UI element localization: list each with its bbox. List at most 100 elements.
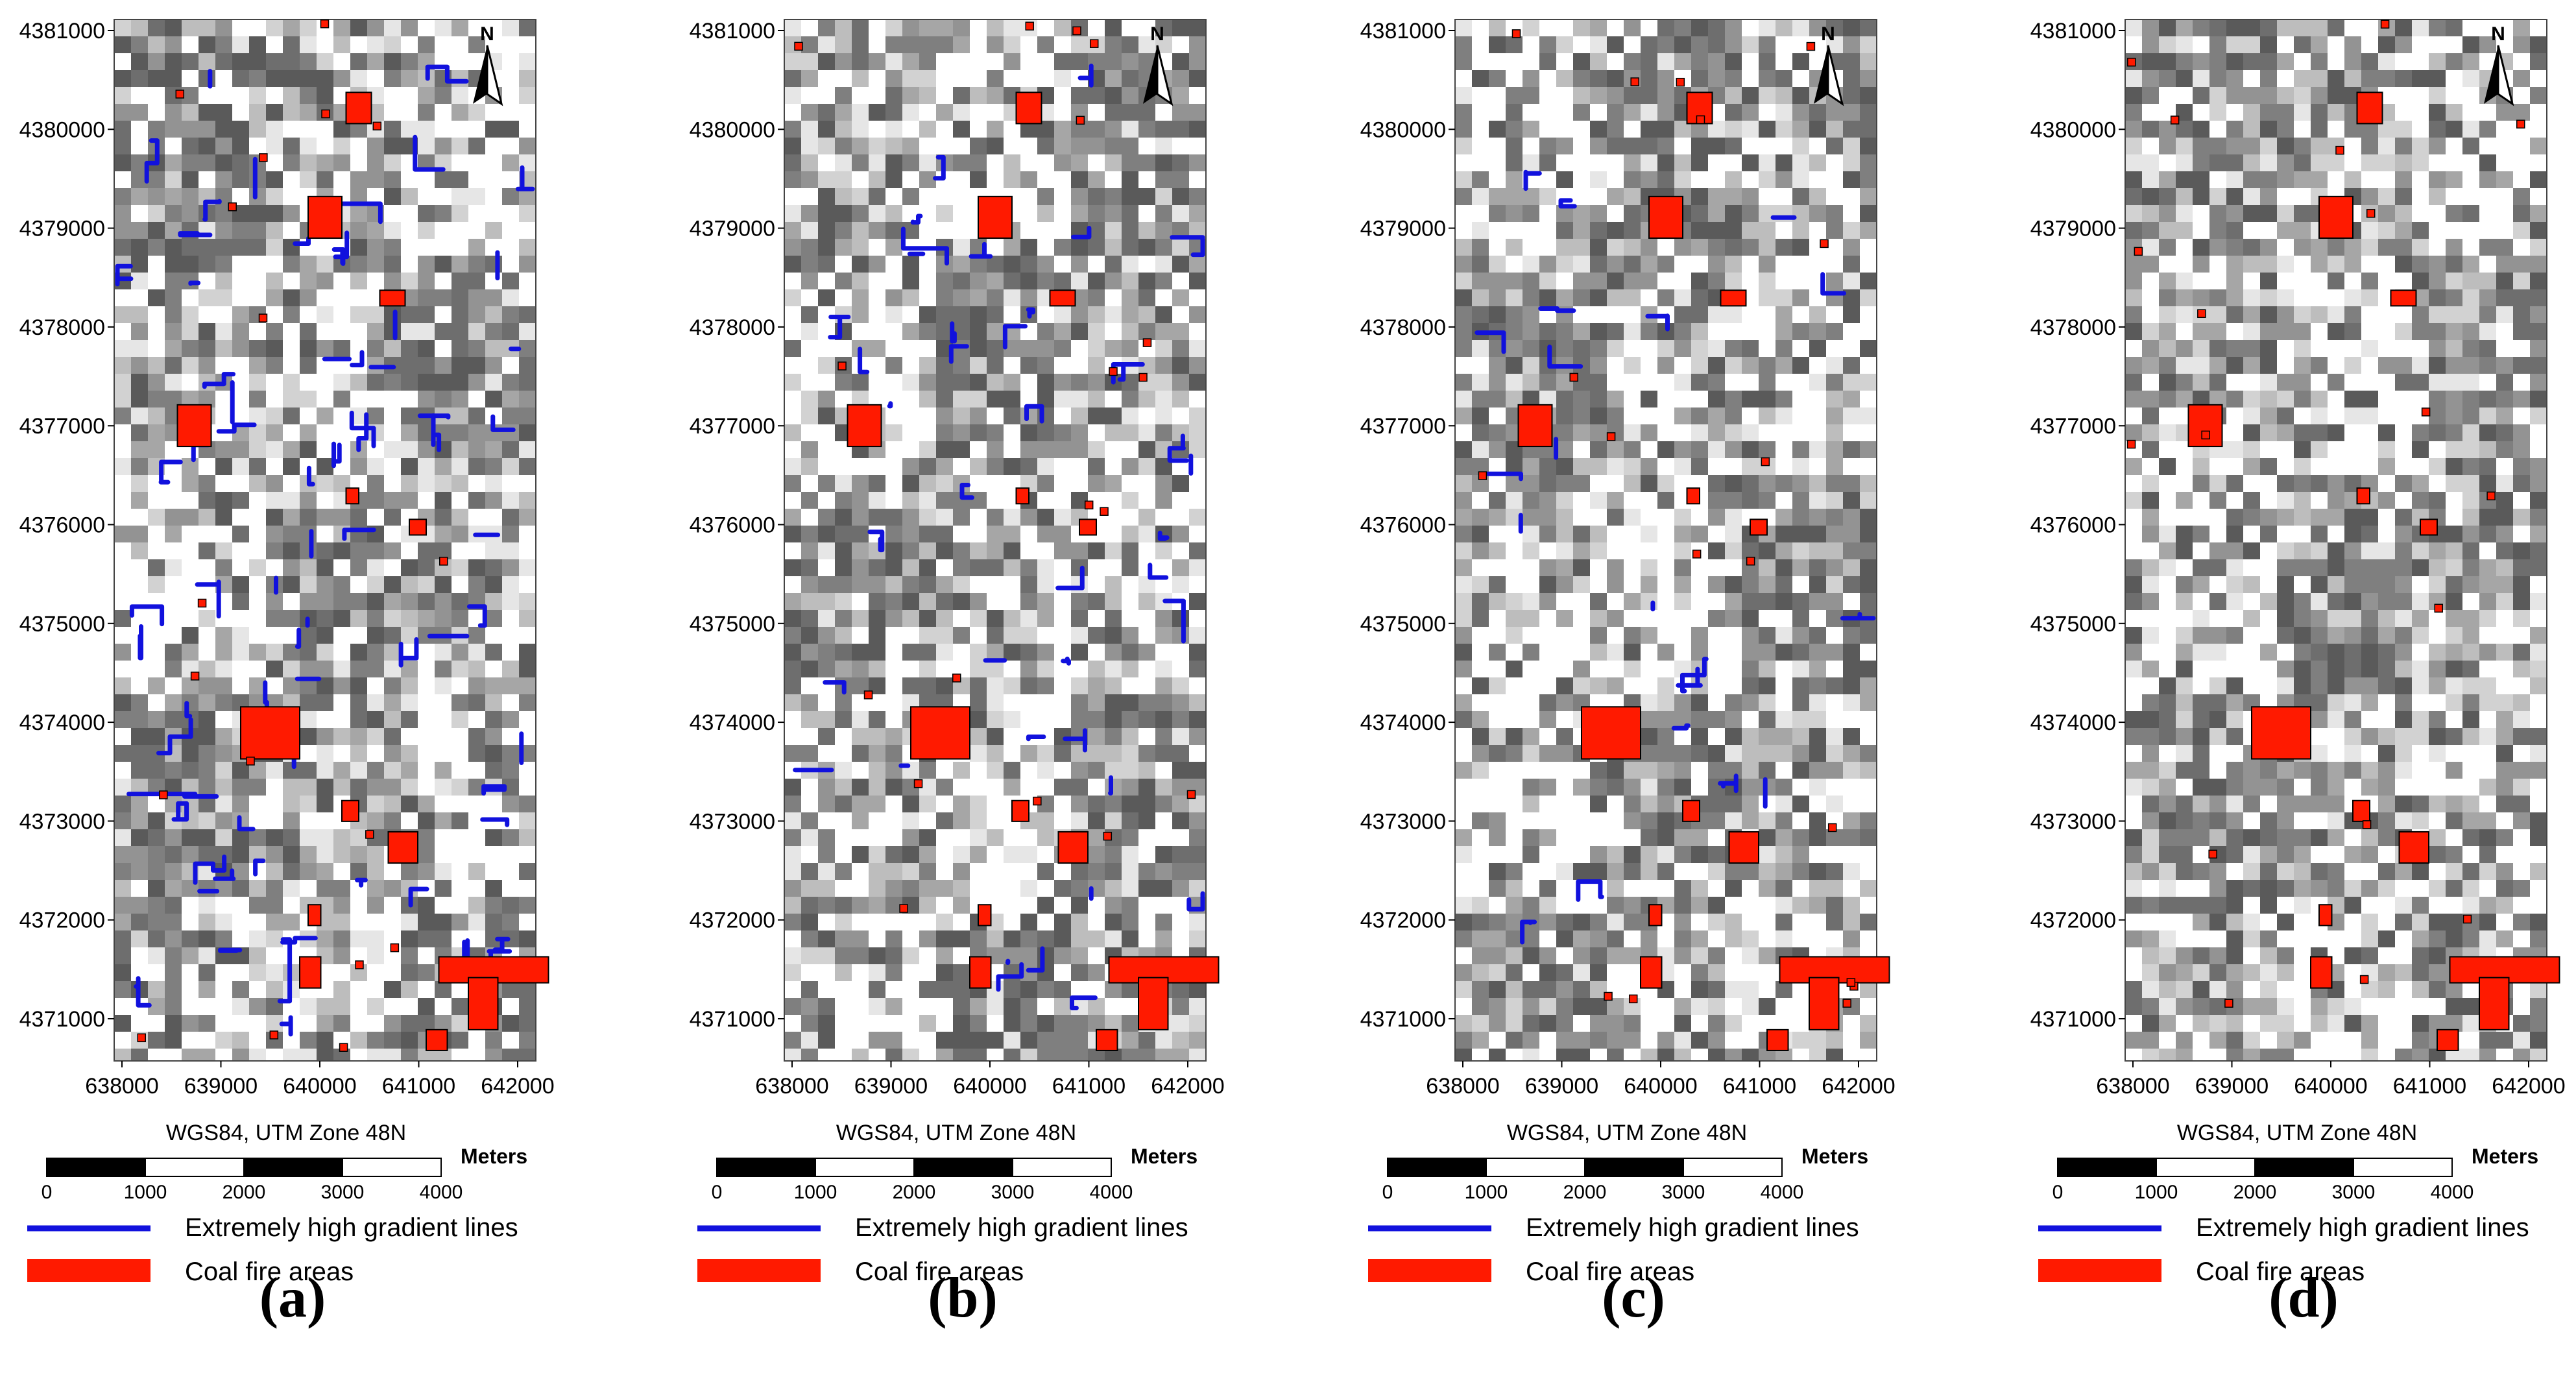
x-tick-label: 641000 — [2393, 1074, 2466, 1099]
x-tick-label: 641000 — [382, 1074, 455, 1099]
legend-gradient-label: Extremely high gradient lines — [1526, 1213, 1859, 1242]
x-tick-label: 638000 — [1426, 1074, 1499, 1099]
north-arrow-icon: N — [1814, 23, 1844, 106]
scale-bar: 0 1000 2000 3000 4000 Meters — [2052, 1145, 2539, 1203]
map-panel-1: N 4381000 4380000 4379000 4378000 4377000 4376… — [0, 0, 642, 1386]
x-axis-ticks: 638000 639000 640000 641000 642000 — [1426, 1061, 1896, 1099]
scale-tick-label: 4000 — [1761, 1182, 1804, 1203]
scale-tick-label: 1000 — [2135, 1182, 2178, 1203]
x-axis-ticks: 638000 639000 640000 641000 642000 — [755, 1061, 1225, 1099]
scale-tick-label: 1000 — [1465, 1182, 1508, 1203]
y-tick-label: 4378000 — [2030, 315, 2116, 340]
y-tick-label: 4380000 — [19, 117, 105, 142]
scale-bar: 0 1000 2000 3000 4000 Meters — [1382, 1145, 1869, 1203]
scale-tick-label: 4000 — [420, 1182, 463, 1203]
x-tick-label: 641000 — [1723, 1074, 1796, 1099]
legend: Extremely high gradient lines Coal fire a… — [1368, 1213, 1859, 1286]
y-tick-label: 4379000 — [19, 217, 105, 241]
y-tick-label: 4381000 — [1360, 19, 1446, 43]
y-tick-label: 4375000 — [1360, 612, 1446, 637]
y-tick-label: 4376000 — [19, 513, 105, 538]
y-tick-label: 4375000 — [19, 612, 105, 637]
x-tick-label: 642000 — [481, 1074, 554, 1099]
legend-gradient-label: Extremely high gradient lines — [185, 1213, 518, 1242]
scale-unit-label: Meters — [2472, 1145, 2538, 1168]
x-tick-label: 640000 — [953, 1074, 1026, 1099]
scale-bar: 0 1000 2000 3000 4000 Meters — [42, 1145, 528, 1203]
x-tick-label: 638000 — [2096, 1074, 2169, 1099]
y-tick-label: 4381000 — [690, 19, 775, 43]
y-tick-label: 4380000 — [690, 117, 775, 142]
y-tick-label: 4377000 — [690, 414, 775, 439]
y-tick-label: 4379000 — [1360, 217, 1446, 241]
north-label: N — [1821, 23, 1835, 45]
y-tick-label: 4376000 — [690, 513, 775, 538]
north-arrow-icon: N — [1143, 23, 1174, 106]
north-label: N — [1150, 23, 1164, 45]
projection-label: WGS84, UTM Zone 48N — [166, 1121, 406, 1145]
y-tick-label: 4375000 — [690, 612, 775, 637]
y-tick-label: 4371000 — [690, 1007, 775, 1032]
scale-tick-label: 3000 — [991, 1182, 1035, 1203]
y-tick-label: 4372000 — [19, 908, 105, 933]
map-panel-4: N 4381000 4380000 4379000 4378000 4377000 4376… — [2011, 0, 2576, 1386]
x-tick-label: 642000 — [1151, 1074, 1224, 1099]
scale-unit-label: Meters — [1801, 1145, 1868, 1168]
raster-map — [1454, 19, 1877, 1062]
y-tick-label: 4371000 — [1360, 1007, 1446, 1032]
y-tick-label: 4378000 — [1360, 315, 1446, 340]
scale-tick-label: 3000 — [2332, 1182, 2376, 1203]
x-tick-label: 640000 — [1624, 1074, 1697, 1099]
y-axis-ticks: 4381000 4380000 4379000 4378000 4377000 43760… — [2030, 19, 2125, 1032]
scale-tick-label: 2000 — [2233, 1182, 2277, 1203]
scale-tick-label: 0 — [712, 1182, 723, 1203]
scale-tick-label: 2000 — [223, 1182, 266, 1203]
legend-coal-label: Coal fire areas — [855, 1258, 1024, 1286]
y-tick-label: 4371000 — [19, 1007, 105, 1032]
map-panel-2: N 4381000 4380000 4379000 4378000 4377000 4376… — [670, 0, 1312, 1386]
north-label: N — [2491, 23, 2505, 45]
scale-tick-label: 1000 — [794, 1182, 837, 1203]
y-tick-label: 4379000 — [690, 217, 775, 241]
y-tick-label: 4373000 — [2030, 809, 2116, 834]
coal-fire-areas — [2126, 19, 2560, 1051]
legend-coal-label: Coal fire areas — [185, 1258, 354, 1286]
raster-map — [784, 19, 1207, 1062]
coal-fire-areas — [137, 19, 549, 1052]
y-tick-label: 4372000 — [2030, 908, 2116, 933]
x-tick-label: 640000 — [283, 1074, 356, 1099]
y-tick-label: 4377000 — [1360, 414, 1446, 439]
y-tick-label: 4373000 — [1360, 809, 1446, 834]
panel-letter: (d) — [2269, 1267, 2339, 1330]
y-tick-label: 4372000 — [690, 908, 775, 933]
y-tick-label: 4380000 — [1360, 117, 1446, 142]
x-tick-label: 638000 — [85, 1074, 158, 1099]
x-tick-label: 640000 — [2294, 1074, 2367, 1099]
legend-gradient-label: Extremely high gradient lines — [855, 1213, 1188, 1242]
x-tick-label: 642000 — [2492, 1074, 2565, 1099]
y-tick-label: 4377000 — [19, 414, 105, 439]
scale-unit-label: Meters — [461, 1145, 527, 1168]
north-arrow-icon: N — [473, 23, 503, 106]
scale-tick-label: 3000 — [1662, 1182, 1705, 1203]
raster-map — [2125, 19, 2547, 1062]
y-axis-ticks: 4381000 4380000 4379000 4378000 4377000 43760… — [1360, 19, 1455, 1032]
scale-tick-label: 4000 — [1090, 1182, 1133, 1203]
y-tick-label: 4374000 — [1360, 711, 1446, 735]
y-tick-label: 4376000 — [2030, 513, 2116, 538]
y-tick-label: 4375000 — [2030, 612, 2116, 637]
map-panel-3: N 4381000 4380000 4379000 4378000 4377000 4376… — [1341, 0, 1983, 1386]
legend-gradient-label: Extremely high gradient lines — [2196, 1213, 2529, 1242]
x-axis-ticks: 638000 639000 640000 641000 642000 — [85, 1061, 555, 1099]
y-axis-ticks: 4381000 4380000 4379000 4378000 4377000 43760… — [690, 19, 784, 1032]
coal-fire-areas — [1478, 29, 1890, 1051]
scale-tick-label: 3000 — [321, 1182, 365, 1203]
x-tick-label: 639000 — [2195, 1074, 2269, 1099]
panel-letter: (c) — [1602, 1267, 1665, 1330]
y-tick-label: 4381000 — [19, 19, 105, 43]
projection-label: WGS84, UTM Zone 48N — [836, 1121, 1076, 1145]
scale-tick-label: 0 — [2052, 1182, 2064, 1203]
scale-tick-label: 0 — [42, 1182, 53, 1203]
scale-tick-label: 1000 — [124, 1182, 167, 1203]
y-tick-label: 4379000 — [2030, 217, 2116, 241]
